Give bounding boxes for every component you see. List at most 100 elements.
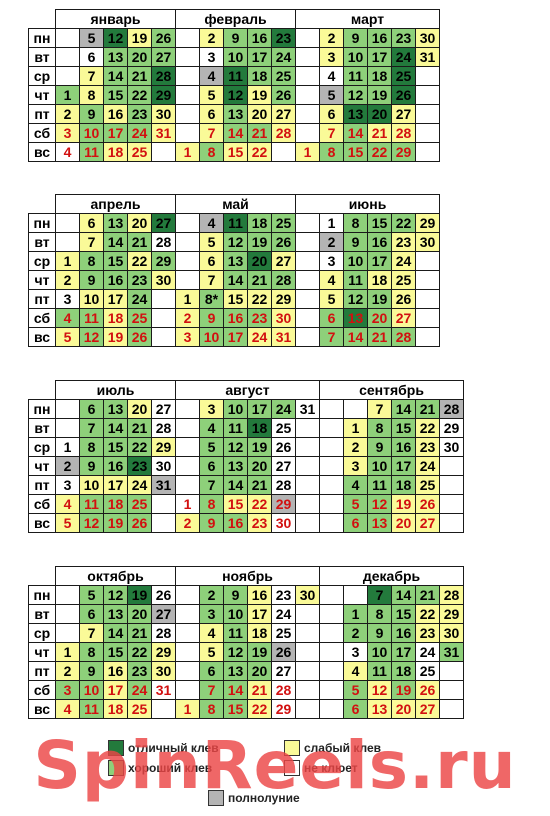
day-cell: 27 (271, 661, 296, 681)
day-cell: 18 (391, 661, 416, 681)
day-cell: 12 (223, 232, 248, 252)
day-cell (439, 475, 464, 495)
day-cell (295, 47, 320, 67)
day-cell: 12 (343, 85, 368, 105)
day-cell: 2 (55, 104, 80, 124)
day-cell (295, 475, 320, 495)
day-cell: 20 (247, 456, 272, 476)
quarter-table: апрель май июнь пн 6 13 20 27 4 11 18 25 1 8 15 22 29 вт 7… (28, 194, 440, 347)
day-cell: 13 (103, 213, 128, 233)
month-header: январь (55, 9, 176, 29)
day-cell (175, 270, 200, 290)
weekday-label: сб (28, 308, 56, 328)
legend-swatch-full-moon (208, 790, 224, 806)
legend-swatch-none (284, 760, 300, 776)
day-cell (439, 661, 464, 681)
day-cell (319, 604, 344, 624)
day-cell: 16 (223, 308, 248, 328)
day-cell: 24 (415, 642, 440, 662)
day-cell (151, 308, 176, 328)
day-cell: 26 (391, 289, 416, 309)
weekday-row: чт 2 9 16 23 30 6 13 20 27 3 10 17 24 (28, 456, 464, 476)
day-cell (55, 623, 80, 643)
day-cell: 25 (127, 142, 152, 162)
day-cell: 23 (127, 661, 152, 681)
day-cell (175, 456, 200, 476)
day-cell: 15 (103, 642, 128, 662)
day-cell: 4 (55, 308, 80, 328)
day-cell: 9 (79, 270, 104, 290)
day-cell: 13 (103, 47, 128, 67)
day-cell: 18 (247, 66, 272, 86)
day-cell: 14 (391, 399, 416, 419)
day-cell: 11 (79, 308, 104, 328)
day-cell: 7 (79, 66, 104, 86)
legend-full-moon: полнолуние (208, 790, 300, 806)
day-cell: 23 (127, 456, 152, 476)
day-cell (175, 232, 200, 252)
day-cell (295, 232, 320, 252)
day-cell: 27 (271, 456, 296, 476)
day-cell: 10 (367, 456, 392, 476)
day-cell: 20 (367, 104, 392, 124)
day-cell: 15 (367, 213, 392, 233)
weekday-label: пн (28, 585, 56, 605)
day-cell: 3 (199, 604, 224, 624)
day-cell (415, 142, 440, 162)
day-cell: 17 (367, 251, 392, 271)
day-cell: 3 (343, 642, 368, 662)
day-cell: 3 (343, 456, 368, 476)
day-cell: 25 (271, 66, 296, 86)
day-cell: 8 (199, 699, 224, 719)
weekday-label: вс (28, 327, 56, 347)
day-cell (295, 308, 320, 328)
day-cell: 17 (247, 47, 272, 67)
day-cell: 19 (247, 232, 272, 252)
day-cell: 25 (127, 494, 152, 514)
day-cell: 21 (247, 680, 272, 700)
day-cell: 22 (127, 85, 152, 105)
month-header: октябрь (55, 566, 176, 586)
month-header: август (175, 380, 320, 400)
day-cell: 8 (79, 251, 104, 271)
legend-label-full-moon: полнолуние (228, 791, 300, 805)
day-cell: 29 (151, 251, 176, 271)
day-cell: 6 (319, 308, 344, 328)
day-cell: 5 (199, 232, 224, 252)
day-cell: 31 (439, 642, 464, 662)
weekday-label: вс (28, 513, 56, 533)
day-cell: 20 (127, 213, 152, 233)
day-cell: 9 (79, 456, 104, 476)
day-cell: 30 (295, 585, 320, 605)
day-cell (295, 289, 320, 309)
day-cell: 16 (103, 270, 128, 290)
day-cell: 18 (247, 623, 272, 643)
day-cell (175, 418, 200, 438)
day-cell: 5 (319, 85, 344, 105)
day-cell: 5 (343, 680, 368, 700)
day-cell (151, 699, 176, 719)
day-cell: 4 (199, 213, 224, 233)
day-cell: 16 (223, 513, 248, 533)
weekday-row: сб 3 10 17 24 31 7 14 21 28 5 12 19 26 (28, 680, 464, 700)
day-cell (295, 213, 320, 233)
day-cell: 5 (79, 28, 104, 48)
day-cell (415, 66, 440, 86)
day-cell: 25 (271, 418, 296, 438)
day-cell: 12 (367, 494, 392, 514)
day-cell: 4 (343, 661, 368, 681)
day-cell (175, 680, 200, 700)
day-cell (151, 494, 176, 514)
day-cell: 8 (319, 142, 344, 162)
day-cell: 28 (391, 327, 416, 347)
weekday-label: чт (28, 270, 56, 290)
day-cell (295, 642, 320, 662)
day-cell: 9 (367, 437, 392, 457)
day-cell: 28 (439, 585, 464, 605)
weekday-row: сб 4 11 18 25 1 8 15 22 29 5 12 19 26 (28, 494, 464, 514)
day-cell: 19 (247, 85, 272, 105)
day-cell: 11 (367, 475, 392, 495)
day-cell: 31 (295, 399, 320, 419)
day-cell: 4 (199, 418, 224, 438)
day-cell (295, 327, 320, 347)
